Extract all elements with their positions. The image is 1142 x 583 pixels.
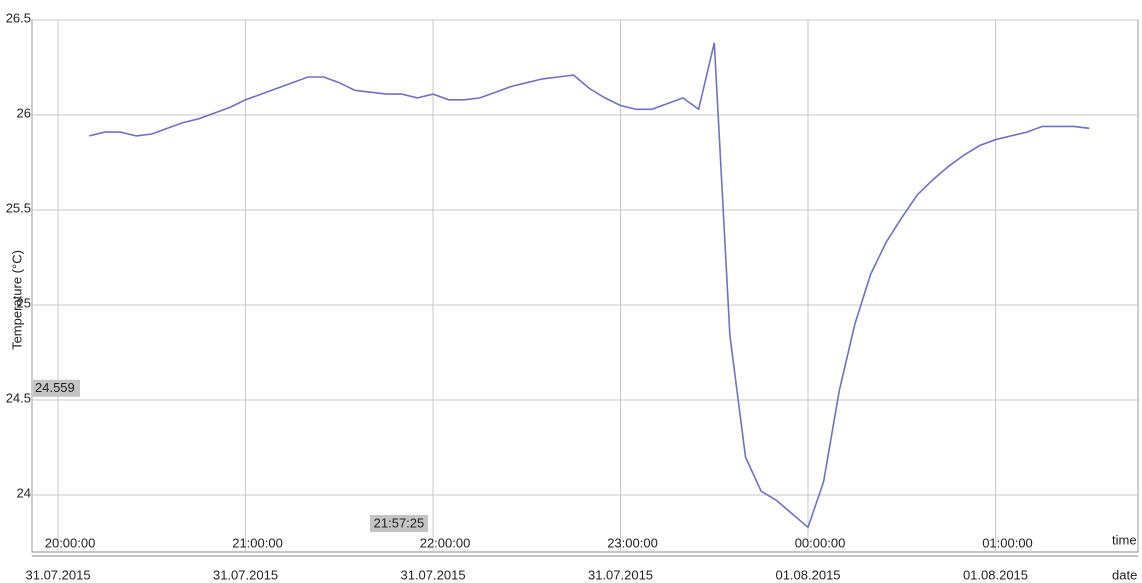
- x-tick-label: 23:00:00: [607, 535, 658, 550]
- x-tick-label: 20:00:00: [45, 535, 96, 550]
- x-tick-date: 01.08.2015: [963, 567, 1028, 582]
- x-tick-label: 21:00:00: [232, 535, 283, 550]
- data-line: [89, 42, 1090, 529]
- plot-frame: [31, 19, 1139, 553]
- y-tick-label: 26: [17, 105, 31, 120]
- x-tick-date: 01.08.2015: [775, 567, 840, 582]
- cursor-x-box: [369, 515, 428, 532]
- cursor-y-label: 24.559: [35, 380, 75, 395]
- x-axis-label: date: [1112, 567, 1137, 582]
- x-axis-label: time: [1112, 532, 1137, 547]
- y-tick-label: 26.5: [6, 10, 31, 25]
- y-tick-label: 25.5: [6, 200, 31, 215]
- x-tick-date: 31.07.2015: [400, 567, 465, 582]
- y-tick-label: 25: [17, 295, 31, 310]
- x-tick-date: 31.07.2015: [588, 567, 653, 582]
- cursor-y-box: [33, 379, 80, 397]
- cursor-x-label: 21:57:25: [374, 515, 425, 530]
- x-tick-date: 31.07.2015: [213, 567, 278, 582]
- x-tick-label: 22:00:00: [420, 535, 471, 550]
- x-tick-label: 00:00:00: [795, 535, 846, 550]
- x-tick-date: 31.07.2015: [26, 567, 91, 582]
- y-tick-label: 24: [17, 485, 31, 500]
- y-tick-label: 24.5: [6, 390, 31, 405]
- y-axis-label: Temperature (°C): [9, 250, 24, 350]
- x-tick-label: 01:00:00: [982, 535, 1033, 550]
